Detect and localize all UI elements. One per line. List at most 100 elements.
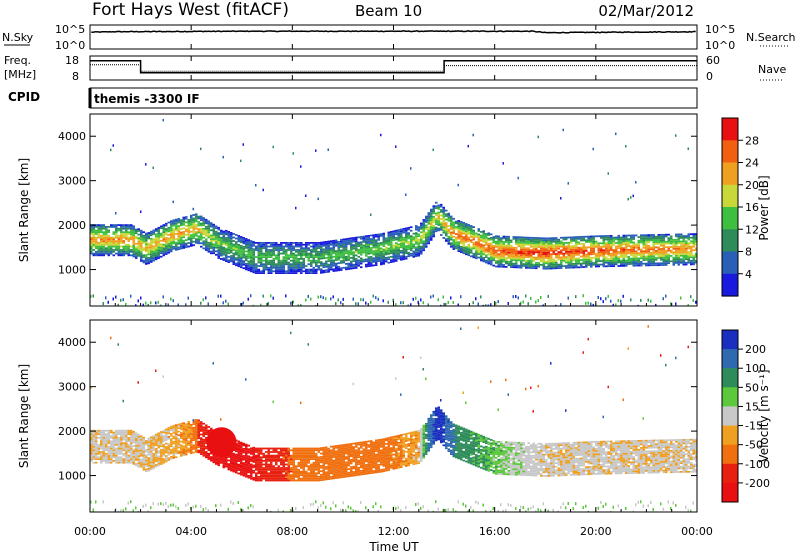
power-cell [457, 241, 460, 244]
velocity-cell [97, 447, 100, 450]
power-cell [157, 226, 160, 229]
velocity-cell [162, 435, 165, 437]
power-cell [595, 260, 598, 263]
power-cell [542, 265, 545, 268]
power-cell [215, 227, 218, 230]
power-cell [252, 259, 255, 261]
power-cell [657, 248, 660, 250]
power-cell [152, 257, 155, 260]
power-cell [567, 254, 570, 257]
power-cell [212, 246, 215, 249]
power-cell [452, 225, 455, 227]
power-cell [530, 267, 533, 269]
power-cell [505, 262, 508, 265]
power-cell [450, 235, 453, 237]
power-cell [420, 235, 423, 237]
power-cell [315, 247, 318, 250]
power-cell [185, 242, 188, 245]
power-cell [245, 259, 248, 262]
power-cell [510, 264, 513, 267]
power-cell [162, 233, 165, 235]
power-cell [370, 263, 373, 265]
power-cell [247, 269, 250, 272]
power-cell [517, 264, 520, 267]
power-cell [420, 252, 423, 255]
velocity-cell [205, 438, 208, 441]
velocity-cell [130, 436, 133, 439]
velocity-cell [115, 438, 118, 441]
power-cell [530, 263, 533, 266]
power-cell [222, 259, 225, 261]
power-cell [140, 245, 143, 248]
power-cell [327, 253, 330, 255]
power-cell [245, 254, 248, 256]
power-cell [257, 259, 260, 262]
power-cell [545, 262, 548, 265]
power-cell [362, 244, 365, 247]
power-cell [677, 256, 680, 259]
power-cell [562, 243, 565, 246]
power-cell [97, 227, 100, 230]
power-cell [460, 238, 463, 241]
power-cell [257, 261, 260, 264]
power-cell [572, 257, 575, 260]
power-cell [117, 245, 120, 248]
power-cell [305, 194, 307, 197]
velocity-cell [150, 438, 153, 440]
velocity-cell [195, 419, 198, 421]
power-cell [185, 244, 188, 247]
power-cell [305, 272, 308, 274]
power-cell [545, 244, 548, 247]
power-cell [140, 251, 143, 253]
power-cell [650, 237, 653, 240]
power-cell [110, 252, 113, 255]
power-cell [305, 265, 308, 267]
power-cell [355, 247, 358, 250]
power-cell [300, 243, 303, 246]
power-cell [670, 302, 672, 306]
power-cell [322, 266, 325, 268]
power-cell [522, 263, 525, 265]
power-cell [612, 303, 614, 306]
power-cell [182, 222, 185, 224]
power-cell [552, 262, 555, 264]
power-cell [297, 258, 300, 260]
power-cell [180, 238, 183, 241]
velocity-cell [197, 424, 200, 427]
velocity-cell [160, 452, 163, 455]
velocity-cell [162, 444, 165, 446]
power-cell [150, 239, 153, 242]
power-cell [567, 182, 569, 185]
power-cell [305, 270, 308, 273]
power-cell [137, 253, 140, 255]
power-cell [532, 256, 535, 259]
velocity-cell [125, 429, 128, 432]
power-cell [92, 249, 95, 251]
power-cell [170, 220, 173, 223]
velocity-cell [152, 436, 155, 439]
power-cell [535, 247, 538, 250]
power-cell [372, 234, 375, 237]
power-cell [190, 225, 193, 228]
power-cell [105, 240, 108, 242]
power-cell [680, 249, 683, 252]
power-cell [275, 242, 278, 244]
power-cell [90, 247, 93, 250]
velocity-cell [105, 454, 108, 457]
power-cell [617, 247, 620, 250]
power-cell [132, 245, 135, 247]
power-cell [152, 231, 155, 234]
velocity-cell [102, 429, 105, 432]
power-cell [585, 301, 587, 305]
velocity-cell [132, 459, 135, 462]
power-cell [290, 242, 293, 244]
power-cell [267, 252, 270, 255]
power-cell [250, 294, 252, 298]
power-cell [510, 246, 513, 249]
power-cell [500, 256, 503, 259]
noise-right-label: N.Search [746, 31, 796, 44]
power-cell [657, 234, 660, 236]
power-cell [300, 256, 303, 258]
power-cell [367, 235, 370, 237]
power-cell [125, 227, 128, 230]
